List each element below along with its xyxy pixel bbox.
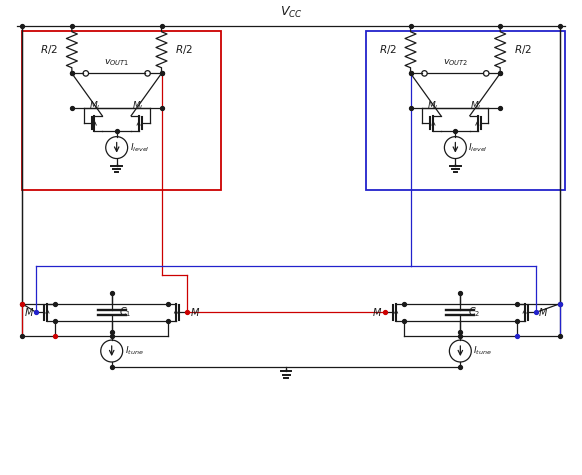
Text: $M_L$: $M_L$	[427, 99, 441, 112]
Text: $I_{tune}$: $I_{tune}$	[473, 345, 492, 357]
Text: $M_L$: $M_L$	[132, 99, 144, 112]
Text: $R/2$: $R/2$	[175, 43, 193, 56]
Text: $M$: $M$	[372, 306, 382, 318]
Text: $R/2$: $R/2$	[379, 43, 396, 56]
Text: $M$: $M$	[24, 306, 34, 318]
Text: $R/2$: $R/2$	[40, 43, 58, 56]
Text: $I_{tune}$: $I_{tune}$	[125, 345, 143, 357]
Text: $M_L$: $M_L$	[470, 99, 483, 112]
Text: $v_{OUT2}$: $v_{OUT2}$	[443, 58, 468, 68]
Bar	[22, 31, 221, 190]
Text: $C_1$: $C_1$	[119, 305, 132, 319]
Text: $V_{CC}$: $V_{CC}$	[279, 5, 303, 20]
Text: $I_{level}$: $I_{level}$	[130, 142, 149, 154]
Text: $R/2$: $R/2$	[514, 43, 532, 56]
Text: $M$: $M$	[190, 306, 200, 318]
Text: $C_2$: $C_2$	[468, 305, 480, 319]
Text: $M_L$: $M_L$	[89, 99, 102, 112]
Text: $M$: $M$	[538, 306, 548, 318]
Bar	[365, 31, 565, 190]
Text: $I_{level}$: $I_{level}$	[469, 142, 488, 154]
Text: $v_{OUT1}$: $v_{OUT1}$	[104, 58, 129, 68]
